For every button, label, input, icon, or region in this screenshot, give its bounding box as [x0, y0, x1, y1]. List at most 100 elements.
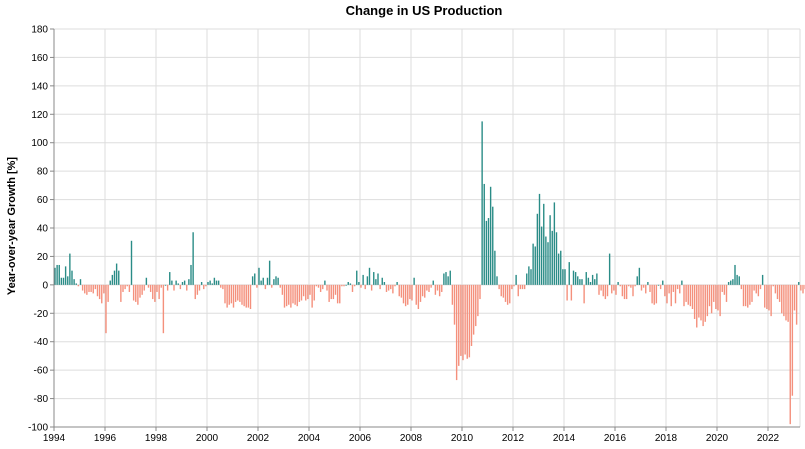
- bar: [572, 270, 575, 285]
- bar: [800, 284, 802, 291]
- bar: [472, 284, 475, 335]
- bar: [373, 272, 375, 285]
- y-tick-label: 60: [37, 195, 49, 206]
- bar: [778, 284, 781, 302]
- bar: [623, 284, 626, 300]
- bar: [509, 284, 511, 304]
- bar: [281, 284, 284, 295]
- bar: [120, 284, 122, 302]
- bar: [249, 284, 252, 310]
- bar: [347, 282, 349, 285]
- bar: [396, 282, 398, 285]
- bar: [245, 284, 247, 308]
- bar: [113, 270, 116, 285]
- bar: [453, 284, 456, 325]
- bar: [194, 284, 196, 300]
- bar: [723, 284, 726, 295]
- bar: [606, 284, 609, 297]
- bar: [213, 277, 216, 285]
- bar: [498, 284, 500, 290]
- bar: [761, 274, 764, 285]
- bar: [192, 232, 194, 285]
- bar: [266, 277, 269, 285]
- grid: [53, 28, 801, 428]
- bar: [553, 202, 556, 285]
- bar: [642, 284, 645, 288]
- bar: [640, 284, 643, 291]
- bar: [447, 276, 449, 285]
- bar: [211, 283, 213, 285]
- bar: [77, 284, 80, 287]
- bar: [220, 284, 222, 288]
- bar: [328, 284, 330, 302]
- axes: 180 160 140 120 100 80 60 40 20 0 -20 -40 -60 -80 -100…: [28, 25, 800, 444]
- bar: [398, 284, 400, 297]
- bar: [759, 284, 762, 290]
- bar: [727, 282, 730, 285]
- bar: [674, 284, 677, 304]
- bar: [156, 284, 158, 292]
- bar: [594, 279, 596, 285]
- bar: [101, 284, 103, 304]
- bar: [470, 284, 473, 346]
- bar: [118, 270, 120, 285]
- bar: [732, 279, 734, 285]
- bar: [103, 284, 105, 294]
- bar: [698, 284, 700, 318]
- y-tick-label: -100: [28, 423, 48, 434]
- bar: [273, 279, 275, 285]
- bar: [190, 264, 192, 285]
- bar: [294, 284, 296, 305]
- bar: [71, 270, 73, 285]
- bar: [56, 264, 58, 285]
- bar: [579, 279, 581, 285]
- bar: [232, 284, 235, 308]
- bar: [713, 284, 715, 302]
- bar: [81, 284, 84, 291]
- bar: [203, 284, 205, 290]
- bar: [645, 284, 647, 294]
- bar: [549, 215, 551, 285]
- bar: [445, 272, 447, 285]
- y-axis-label: Year-over-year Growth [%]: [6, 157, 18, 295]
- bar: [466, 284, 468, 359]
- bar: [135, 284, 137, 302]
- bar: [683, 284, 685, 307]
- bar: [730, 280, 732, 285]
- bar: [517, 284, 519, 297]
- bar: [789, 284, 791, 425]
- bar: [309, 284, 311, 295]
- y-tick-label: 0: [42, 280, 48, 291]
- bar: [668, 284, 670, 294]
- bar: [162, 284, 165, 334]
- bar: [200, 282, 203, 285]
- bar: [67, 276, 69, 285]
- bar: [647, 282, 649, 285]
- bar: [608, 253, 611, 285]
- bar: [188, 279, 190, 285]
- bar: [226, 284, 228, 308]
- bar: [230, 284, 233, 304]
- bar: [802, 284, 804, 294]
- bar: [430, 284, 432, 288]
- bar: [679, 284, 681, 294]
- bar: [636, 276, 638, 285]
- bar: [137, 284, 139, 305]
- y-tick-label: -60: [34, 366, 49, 377]
- bar: [86, 284, 88, 295]
- bar: [583, 284, 585, 304]
- bar: [394, 284, 396, 287]
- bar: [744, 284, 747, 307]
- bar: [428, 284, 430, 292]
- bar: [570, 284, 573, 301]
- bar: [600, 284, 602, 291]
- bar: [158, 284, 160, 300]
- bar: [426, 284, 428, 291]
- bar: [196, 284, 199, 295]
- bar: [441, 284, 443, 292]
- bar: [271, 284, 273, 288]
- bar: [164, 284, 167, 286]
- bar: [421, 284, 424, 297]
- bar: [228, 284, 230, 305]
- bar: [277, 277, 279, 285]
